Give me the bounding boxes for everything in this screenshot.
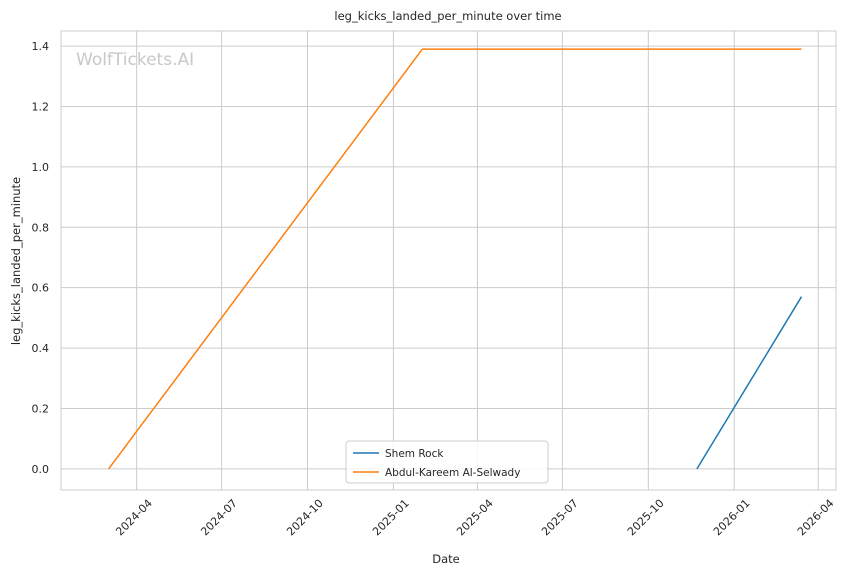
chart-title: leg_kicks_landed_per_minute over time <box>334 9 561 23</box>
legend-box <box>345 440 549 484</box>
watermark: WolfTickets.AI <box>76 50 194 70</box>
plot-area <box>60 30 837 491</box>
series-line-shem-rock <box>696 296 803 470</box>
y-tick-label: 0.6 <box>32 282 50 295</box>
series-lines <box>107 48 803 470</box>
y-tick-label: 0.0 <box>32 463 50 476</box>
y-tick-label: 1.4 <box>32 40 50 53</box>
legend-label-shem-rock: Shem Rock <box>385 448 444 460</box>
y-tick-label: 1.2 <box>32 100 50 113</box>
y-axis-label: leg_kicks_landed_per_minute <box>9 177 23 345</box>
x-axis-label: Date <box>432 552 460 566</box>
legend: Shem Rock Abdul-Kareem Al-Selwady <box>345 440 549 484</box>
grid <box>61 31 836 490</box>
y-tick-label: 0.8 <box>32 221 50 234</box>
y-axis-ticks: 0.0 0.2 0.4 0.6 0.8 1.0 1.2 1.4 <box>32 40 50 476</box>
y-tick-label: 0.4 <box>32 342 50 355</box>
y-tick-label: 1.0 <box>32 161 50 174</box>
series-line-abdul-kareem-al-selwady <box>107 48 802 470</box>
y-tick-label: 0.2 <box>32 402 50 415</box>
legend-label-abdul-kareem-al-selwady: Abdul-Kareem Al-Selwady <box>385 467 520 479</box>
